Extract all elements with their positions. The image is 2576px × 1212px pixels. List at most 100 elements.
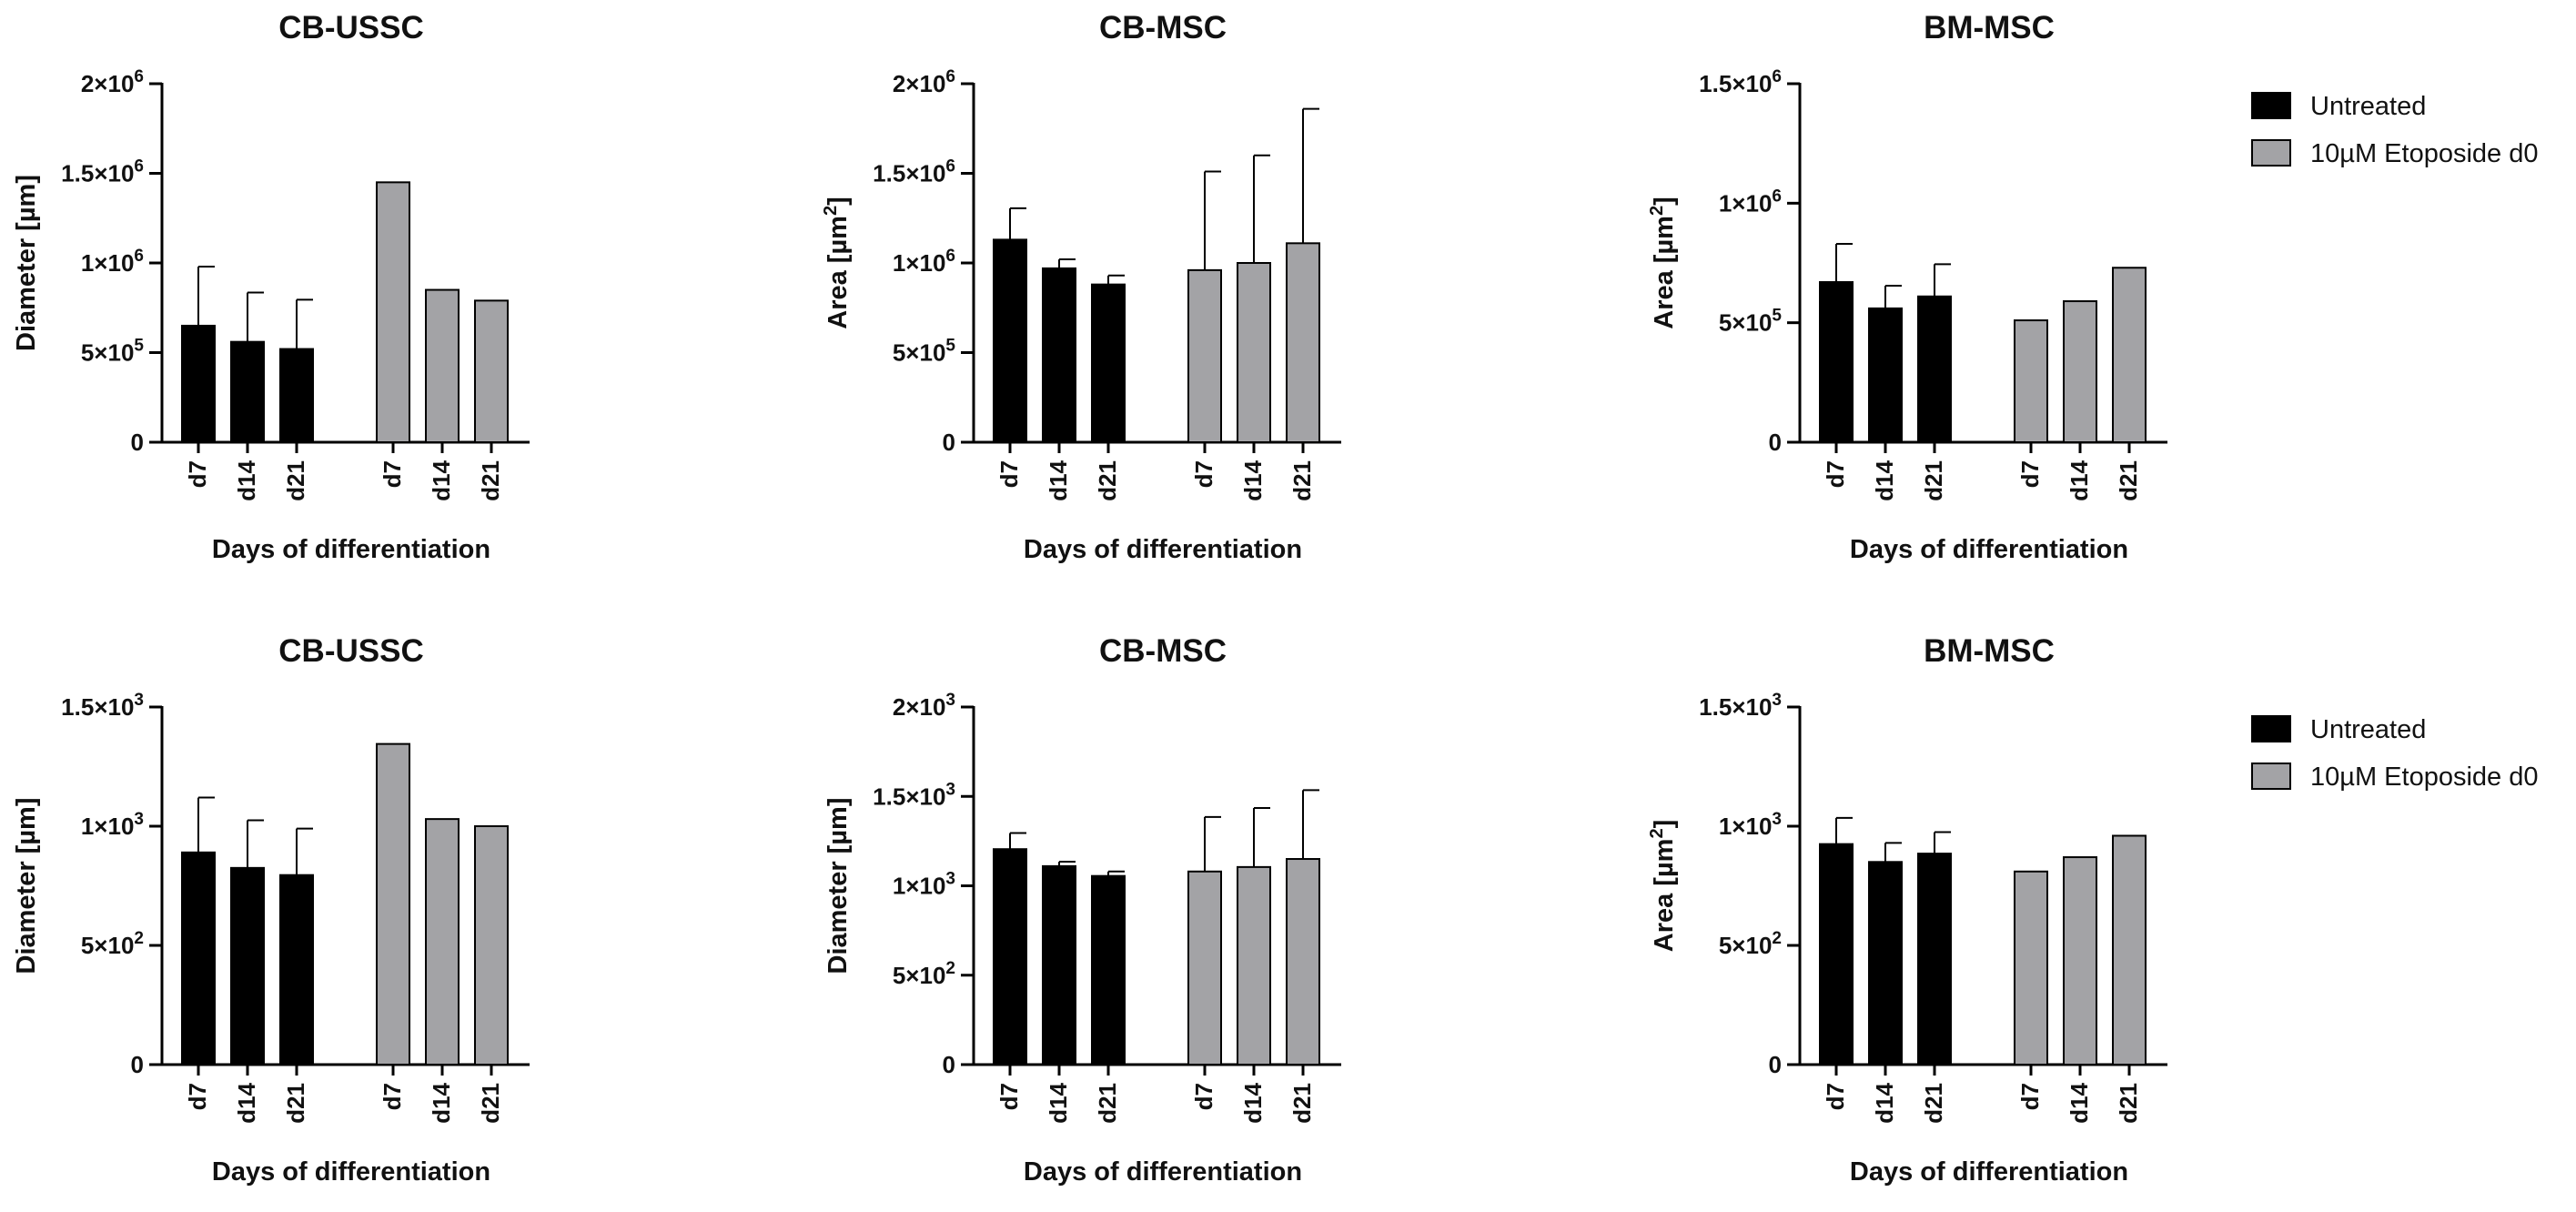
y-tick-label: 1.5×106 — [1699, 67, 1782, 97]
y-tick-label: 0 — [1769, 1051, 1782, 1078]
y-tick-label-exponent: 5 — [945, 337, 955, 356]
bar — [425, 818, 460, 1066]
x-tick-label: d7 — [184, 460, 211, 488]
y-axis-label: Diameter [µm] — [12, 175, 41, 351]
y-tick-label-exponent: 3 — [945, 691, 955, 710]
x-tick-label: d7 — [1822, 1083, 1849, 1110]
bar — [2063, 300, 2097, 443]
x-tick-label: d7 — [379, 1083, 406, 1110]
y-tick-label-exponent: 6 — [1772, 67, 1782, 86]
y-tick-label: 5×105 — [893, 337, 956, 367]
y-tick-label-exponent: 2 — [134, 929, 144, 948]
x-tick-label: d7 — [1822, 460, 1849, 488]
y-tick-label: 0 — [943, 1051, 955, 1078]
y-tick-label: 1.5×106 — [61, 157, 144, 187]
y-tick-label-base: 0 — [1769, 1051, 1782, 1078]
bar — [1917, 295, 1952, 444]
chart-title: CB-MSC — [1099, 10, 1227, 45]
y-tick-label: 1.5×103 — [1699, 691, 1782, 721]
y-axis-label-text: Diameter [µm] — [12, 175, 41, 351]
x-tick-label: d21 — [1920, 460, 1947, 501]
bar — [1868, 307, 1903, 444]
y-tick-label-exponent: 6 — [945, 247, 955, 266]
x-tick-label: d21 — [1920, 1083, 1947, 1124]
x-tick-label: d14 — [1045, 1082, 1072, 1123]
bar — [181, 324, 216, 444]
y-tick-label: 1.5×106 — [873, 157, 955, 187]
bar — [279, 348, 314, 443]
x-axis-label: Days of differentiation — [1850, 535, 2128, 564]
bar — [2014, 870, 2048, 1066]
x-tick-label: d7 — [1190, 460, 1217, 488]
y-tick-label-base: 2×10 — [81, 70, 135, 97]
x-tick-label: d7 — [184, 1083, 211, 1110]
bar — [376, 181, 410, 443]
y-tick-label-base: 1×10 — [81, 813, 135, 840]
y-axis-label: Diameter [µm] — [823, 798, 853, 975]
y-tick-label-exponent: 6 — [134, 67, 144, 86]
x-tick-label: d14 — [1239, 460, 1267, 500]
x-axis-label: Days of differentiation — [1024, 535, 1302, 564]
y-axis-label-tail: ] — [1650, 820, 1679, 829]
y-axis-label-text: Area [µm — [823, 216, 853, 329]
legend-swatch — [2251, 715, 2291, 742]
bar — [1091, 283, 1126, 444]
bar — [2014, 319, 2048, 444]
bar — [181, 851, 216, 1066]
y-tick-label: 2×106 — [893, 67, 955, 97]
x-tick-label: d14 — [1239, 1082, 1267, 1123]
y-tick-label-base: 1×10 — [1719, 189, 1773, 217]
legend-label: 10µM Etoposide d0 — [2310, 763, 2538, 792]
x-tick-label: d14 — [1871, 460, 1898, 500]
y-tick-label-base: 1.5×10 — [873, 783, 945, 810]
y-tick-label-base: 0 — [1769, 429, 1782, 456]
x-axis-label: Days of differentiation — [1850, 1157, 2128, 1187]
y-tick-label-exponent: 6 — [1772, 187, 1782, 206]
bar — [1237, 865, 1271, 1066]
y-tick-label-exponent: 2 — [1772, 929, 1782, 948]
y-tick-label: 5×102 — [893, 959, 955, 989]
legend-2: Untreated 10µM Etoposide d0 — [2251, 715, 2538, 792]
y-tick-label: 2×103 — [893, 691, 955, 721]
x-tick-label: d14 — [428, 1082, 455, 1123]
chart-title: CB-MSC — [1099, 633, 1227, 669]
y-tick-label-base: 5×10 — [81, 932, 135, 959]
y-axis-label-superscript: 2 — [1647, 206, 1667, 216]
y-tick-label-base: 5×10 — [1719, 932, 1773, 959]
y-tick-label-base: 1×10 — [1719, 813, 1773, 840]
x-tick-label: d7 — [2016, 460, 2044, 488]
x-tick-label: d21 — [1288, 1083, 1316, 1124]
x-tick-label: d21 — [1094, 460, 1121, 501]
x-tick-label: d14 — [1871, 1082, 1898, 1123]
chart-title: BM-MSC — [1924, 10, 2055, 45]
y-axis-label-superscript: 2 — [821, 206, 841, 216]
x-tick-label: d21 — [282, 1083, 309, 1124]
bar — [1286, 242, 1320, 443]
y-axis-label-text: Diameter [µm] — [823, 798, 853, 975]
bar — [1091, 874, 1126, 1066]
x-tick-label: d14 — [233, 1082, 260, 1123]
x-axis-label: Days of differentiation — [212, 1157, 490, 1187]
y-tick-label-exponent: 3 — [1772, 810, 1782, 829]
y-tick-label: 0 — [1769, 429, 1782, 456]
legend-swatch — [2251, 139, 2291, 167]
y-tick-label-base: 0 — [943, 429, 955, 456]
y-tick-label: 5×102 — [1719, 929, 1782, 959]
bar — [2063, 856, 2097, 1066]
chart-title: CB-USSC — [278, 633, 423, 669]
x-tick-label: d21 — [1094, 1083, 1121, 1124]
y-axis-label-tail: ] — [1650, 197, 1679, 206]
y-tick-label-exponent: 3 — [134, 810, 144, 829]
bar — [1819, 843, 1854, 1066]
y-tick-label: 1.5×103 — [61, 691, 144, 721]
bar — [1819, 281, 1854, 443]
x-axis-label: Days of differentiation — [1024, 1157, 1302, 1187]
y-tick-label-base: 1.5×10 — [1699, 70, 1772, 97]
x-tick-label: d21 — [2115, 460, 2142, 501]
x-tick-label: d21 — [477, 460, 504, 501]
x-tick-label: d14 — [428, 460, 455, 500]
bar — [1042, 267, 1076, 443]
